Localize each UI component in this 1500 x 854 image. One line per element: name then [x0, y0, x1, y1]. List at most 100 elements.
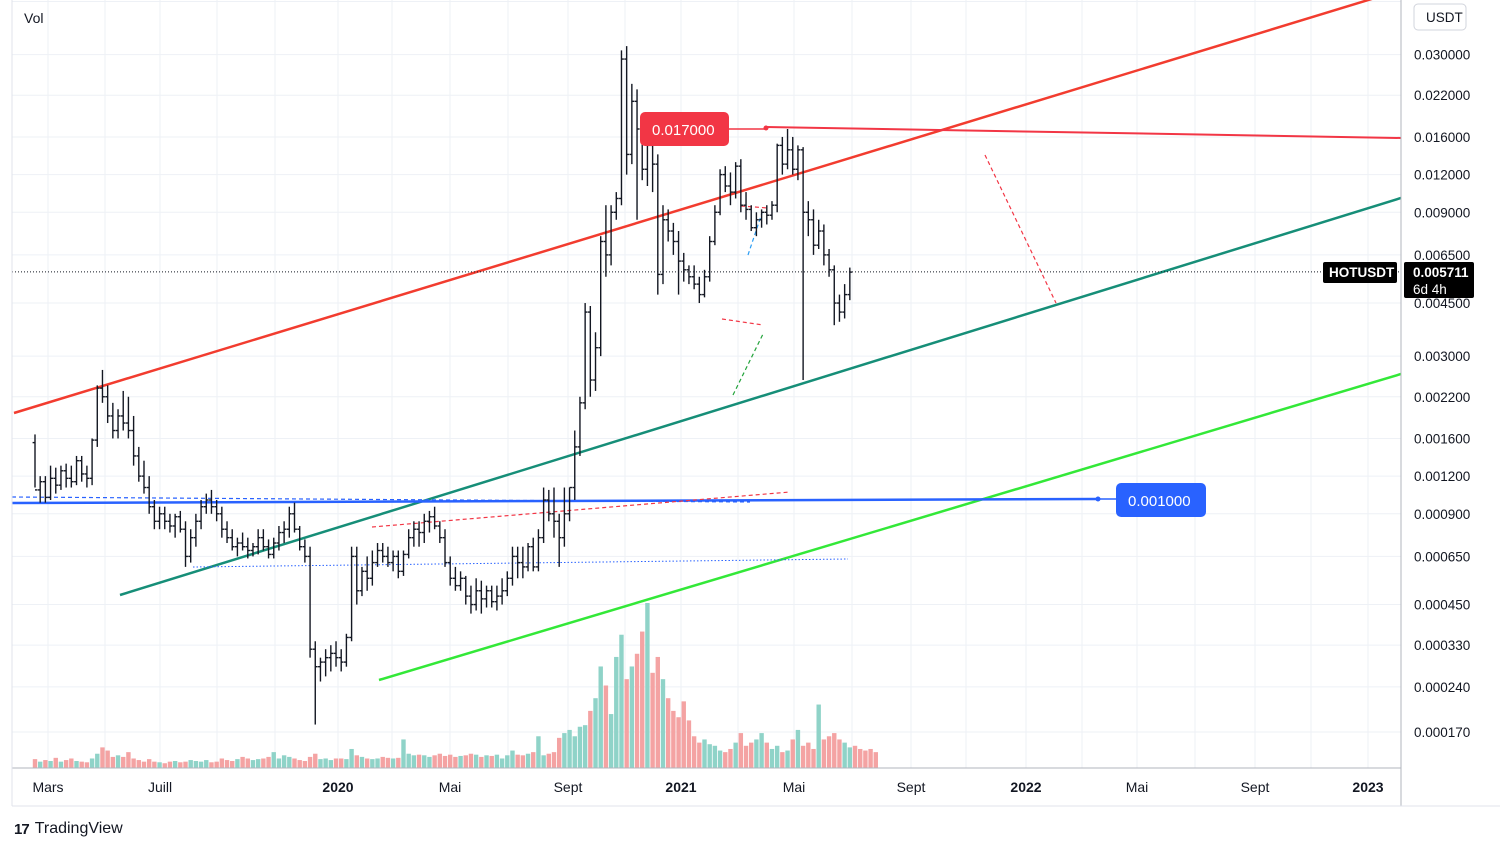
volume-bar — [339, 758, 344, 768]
ohlc-candle — [188, 529, 194, 563]
volume-bar — [821, 739, 827, 768]
volume-bar — [536, 736, 541, 768]
ohlc-candle — [613, 192, 619, 220]
ohlc-candle — [141, 460, 147, 494]
volume-bar — [105, 750, 110, 768]
volume-bar — [354, 755, 359, 768]
volume-bar — [178, 762, 183, 768]
volume-bar — [759, 733, 764, 768]
ohlc-candle — [842, 284, 848, 319]
symbol-badge — [1323, 262, 1397, 283]
brand-name: TradingView — [34, 820, 123, 837]
ohlc-candle — [458, 571, 463, 591]
ohlc-candle — [489, 585, 495, 608]
ohlc-candle — [193, 513, 199, 547]
volume-bar — [110, 756, 116, 768]
candle-countdown: 6d 4h — [1413, 282, 1447, 297]
ohlc-candle — [172, 513, 178, 538]
ohlc-candle — [395, 550, 401, 579]
ohlc-candle — [598, 236, 604, 357]
last-price-value: 0.005711 — [1413, 265, 1469, 280]
price-tick-label: 0.016000 — [1414, 130, 1470, 145]
volume-bar — [37, 761, 43, 768]
volume-bar — [712, 745, 718, 768]
ohlc-candle — [504, 571, 510, 597]
volume-bar — [551, 752, 557, 768]
volume-label: Vol — [24, 10, 43, 26]
ohlc-candle — [837, 294, 842, 322]
ohlc-candle — [349, 546, 354, 642]
ohlc-candle — [406, 529, 412, 559]
volume-bar — [505, 755, 510, 768]
ohlc-candle — [567, 486, 572, 522]
volume-bar — [401, 739, 406, 768]
volume-bar — [146, 759, 152, 768]
volume-bar — [525, 753, 531, 768]
volume-bar — [800, 745, 806, 768]
volume-bar — [868, 748, 873, 768]
volume-bar — [619, 634, 624, 768]
volume-bar — [660, 679, 666, 768]
volume-bar — [531, 752, 536, 768]
ohlc-candle — [603, 205, 609, 277]
ohlc-candle — [318, 657, 323, 682]
ohlc-candle — [587, 305, 593, 397]
volume-bar — [255, 759, 261, 768]
ohlc-candle — [68, 465, 74, 488]
volume-bar — [640, 631, 645, 768]
ohlc-candle — [754, 212, 759, 237]
ohlc-candle — [463, 575, 469, 605]
volume-bar — [785, 750, 790, 768]
ohlc-candle — [634, 89, 640, 220]
ohlc-candle — [800, 147, 806, 381]
volume-bar — [572, 736, 577, 768]
ohlc-candle — [338, 649, 344, 672]
volume-bar — [614, 656, 619, 768]
volume-bar — [832, 733, 837, 768]
time-tick-label: 2023 — [1352, 779, 1383, 795]
volume-bar — [219, 758, 225, 768]
volume-bar — [115, 755, 121, 768]
price-tick-label: 0.030000 — [1414, 48, 1470, 63]
volume-bar — [743, 745, 749, 768]
ohlc-candle — [240, 532, 245, 551]
volume-bar — [567, 729, 572, 768]
volume-bar — [510, 750, 515, 768]
ohlc-candle — [536, 529, 541, 572]
ohlc-candle — [447, 556, 453, 586]
price-tick-label: 0.009000 — [1414, 205, 1470, 220]
drawings-layer — [12, 0, 1401, 725]
price-tick-label: 0.000330 — [1414, 638, 1470, 653]
ohlc-candle — [48, 465, 53, 500]
symbol-label: HOTUSDT — [1329, 265, 1395, 280]
volume-bar — [136, 760, 141, 768]
ohlc-candle — [120, 390, 126, 431]
volume-bar — [697, 742, 702, 768]
ohlc-candle — [323, 649, 329, 677]
dashed-resistance-2 — [740, 205, 769, 209]
tradingview-brand[interactable]: 17 TradingView — [14, 820, 123, 838]
volume-bar — [873, 752, 878, 768]
ohlc-candle — [530, 537, 536, 572]
ohlc-candle — [390, 550, 396, 572]
volume-bar — [375, 758, 380, 768]
ohlc-candle — [380, 543, 386, 563]
ohlc-candle — [691, 265, 697, 290]
ohlc-candle — [769, 201, 775, 220]
time-tick-label: Mars — [32, 779, 63, 795]
last-price-badge — [1404, 262, 1474, 298]
ohlc-candle — [676, 231, 681, 295]
time-tick-label: 2021 — [665, 779, 696, 795]
ohlc-candle — [328, 645, 334, 672]
currency-box — [1413, 3, 1467, 31]
volume-bar — [723, 752, 728, 768]
volume-bar — [349, 748, 354, 768]
ohlc-candle — [84, 465, 90, 488]
ohlc-candle — [167, 513, 173, 533]
volume-bar — [48, 761, 53, 768]
ohlc-candle — [302, 539, 308, 563]
volume-bar — [484, 755, 489, 768]
ohlc-candle — [250, 543, 256, 557]
resistance-line — [765, 126, 1401, 139]
